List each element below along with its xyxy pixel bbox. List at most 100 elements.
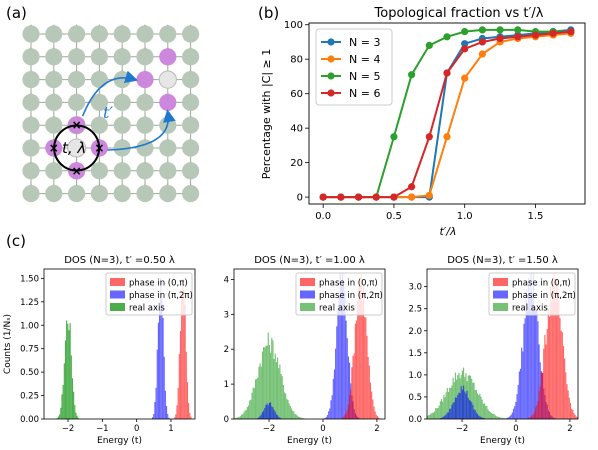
histogram-bar — [282, 384, 284, 419]
histogram-bar — [541, 373, 544, 419]
histogram-bar — [271, 406, 273, 419]
histogram-bar — [254, 379, 257, 419]
histogram-bar — [493, 413, 495, 419]
histogram-bar — [275, 362, 277, 419]
histogram-bar — [174, 417, 176, 419]
histogram-bar — [189, 412, 191, 419]
histogram-bar — [495, 415, 497, 419]
histogram-bar — [253, 388, 255, 419]
histogram-bar — [529, 417, 531, 419]
data-point — [443, 133, 451, 141]
lattice-site — [90, 71, 108, 89]
histogram-bar — [456, 397, 458, 419]
histogram-bar — [517, 384, 519, 419]
histogram-bar — [476, 393, 479, 419]
series-bars-1 — [174, 278, 192, 419]
lattice-site — [22, 48, 40, 66]
histogram-bar — [548, 316, 551, 419]
lattice-site — [68, 185, 86, 203]
lattice-site — [45, 48, 63, 66]
panel-label-b: (b) — [258, 4, 279, 22]
histogram-bar — [300, 417, 302, 419]
histogram-bar — [478, 415, 480, 419]
histogram-bar — [296, 415, 298, 419]
histogram-bar — [450, 387, 452, 419]
histogram-bar — [324, 417, 326, 419]
histogram-bar — [276, 357, 279, 419]
lattice-site — [136, 162, 154, 180]
histogram-bar — [482, 418, 484, 419]
histogram-bar — [260, 414, 262, 419]
histogram-bar — [361, 301, 363, 419]
histogram-bar — [362, 285, 365, 419]
histogram-bar — [514, 406, 516, 419]
hop-cross-mark: × — [94, 141, 104, 155]
histogram-bar — [536, 309, 538, 419]
y-tick-label: 0.0 — [408, 415, 422, 425]
histogram-bar — [486, 406, 488, 419]
histogram-bar — [566, 384, 568, 419]
histogram-bar — [69, 323, 71, 419]
histogram-bar — [353, 353, 355, 419]
data-point — [461, 40, 469, 48]
hop-loop — [53, 124, 101, 172]
lattice-site — [136, 93, 154, 111]
histogram-bar — [530, 273, 532, 419]
histogram-bar — [364, 317, 366, 419]
histogram-bar — [270, 402, 272, 419]
histogram-bar — [354, 323, 356, 419]
lattice-site — [68, 48, 86, 66]
histogram-bar — [446, 412, 448, 419]
histogram-bar — [328, 411, 330, 419]
histogram-bar — [257, 417, 259, 419]
histogram-bar — [325, 417, 327, 419]
lattice-site — [45, 185, 63, 203]
lattice-site — [22, 162, 40, 180]
lattice-site — [45, 116, 63, 134]
histogram-bar — [452, 402, 454, 419]
data-point — [478, 26, 486, 34]
histogram-bar — [475, 389, 477, 419]
histogram-bar — [345, 320, 347, 419]
histogram-bar — [449, 408, 451, 419]
histogram-bar — [369, 382, 372, 419]
hop-label-tprime: t′ — [103, 103, 113, 122]
plot-frame — [426, 268, 579, 420]
histogram-bar — [516, 394, 518, 419]
x-tick-label: 1.0 — [457, 211, 473, 222]
histogram-bar — [274, 411, 276, 419]
histogram-bar — [515, 401, 517, 419]
histogram-bar — [357, 300, 359, 419]
histogram-bar — [488, 410, 490, 419]
histogram-bar — [501, 417, 503, 419]
histogram-bar — [267, 405, 269, 419]
legend: N = 3 N = 4 N = 5 N = 6 — [315, 28, 393, 106]
legend-label: phase in (π,2π) — [512, 291, 576, 301]
plot-frame — [233, 268, 386, 420]
histogram-bar — [543, 348, 545, 419]
histogram-bar — [496, 416, 498, 419]
histogram-bar — [339, 272, 341, 419]
histogram-bar — [73, 391, 75, 419]
histogram-bar — [302, 418, 304, 419]
panel-label-c: (c) — [6, 232, 26, 250]
histogram-bar — [465, 393, 467, 419]
legend-box — [315, 28, 393, 106]
histogram-bar — [297, 416, 300, 419]
histogram-bar — [503, 418, 505, 419]
histogram-bar — [568, 397, 570, 419]
histogram-bar — [453, 382, 455, 419]
histogram-bar — [564, 358, 566, 419]
legend-swatch — [110, 303, 125, 311]
x-tick-label: 0 — [320, 424, 325, 434]
histogram-bar — [343, 416, 345, 419]
lattice-site — [90, 185, 108, 203]
lattice-site — [90, 162, 108, 180]
histogram-bar — [499, 417, 501, 419]
histogram-bar — [547, 309, 549, 419]
data-point — [425, 41, 433, 50]
legend-label: phase in (0,π) — [512, 279, 571, 289]
histogram-bar — [239, 416, 241, 419]
x-tick-label: 0 — [513, 424, 518, 434]
histogram-bar — [271, 337, 273, 419]
